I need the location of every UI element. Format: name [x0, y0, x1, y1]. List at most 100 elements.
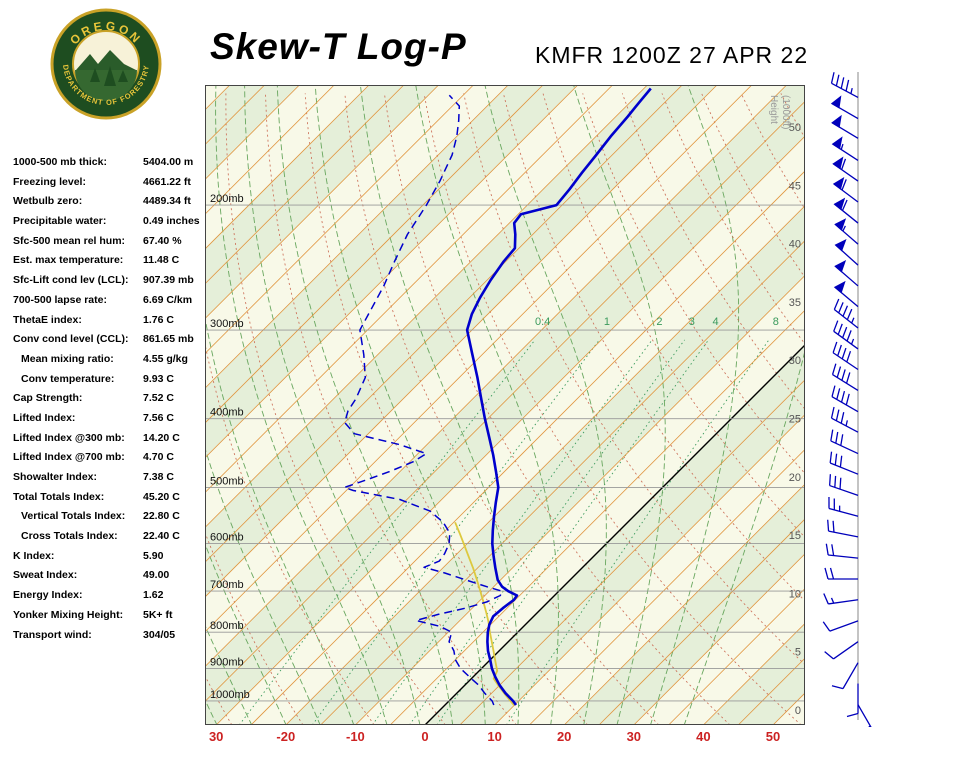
stat-row: Vertical Totals Index: 22.80 C: [13, 510, 218, 530]
stat-label: Yonker Mixing Height:: [13, 608, 124, 621]
mixing-ratio-label: 0.4: [535, 316, 550, 328]
stat-label: Showalter Index:: [13, 471, 98, 483]
stat-value: 5.90: [143, 549, 164, 562]
height-label: 35: [789, 297, 801, 309]
height-label: 30: [789, 355, 801, 367]
height-label: 15: [789, 530, 801, 542]
mixing-ratio-label: 3: [689, 316, 695, 328]
stat-row: 1000-500 mb thick: 5404.00 m: [13, 156, 218, 176]
mixing-ratio-line: [371, 339, 653, 725]
mixing-ratio-line: [311, 339, 600, 725]
isotherm-line: [205, 85, 405, 285]
dry-adiabat-line: [542, 93, 805, 539]
stat-label: Transport wind:: [13, 628, 92, 641]
wind-barb: [834, 218, 859, 245]
tree-icon: [104, 66, 116, 86]
stat-value: 1.62: [143, 589, 164, 602]
wind-barb: [832, 341, 859, 371]
stat-row: Conv cond level (CCL): 861.65 mb: [13, 333, 218, 353]
height-label: 45: [789, 180, 801, 192]
stat-value: 0.49 inches: [143, 215, 200, 228]
isotherm-line: [205, 85, 509, 389]
stat-label: ThetaE index:: [13, 313, 82, 326]
stat-value: 7.52 C: [143, 392, 174, 405]
stat-label: Sweat Index:: [13, 569, 78, 582]
isotherm-line: [320, 240, 805, 725]
page-title: Skew-T Log-P: [210, 26, 467, 67]
pressure-label: 900mb: [210, 657, 244, 669]
isotherm-line: [494, 414, 805, 725]
stat-value: 5K+ ft: [143, 608, 173, 621]
dry-adiabat-line: [661, 93, 805, 345]
temp-tick-label: 30: [626, 729, 642, 744]
stat-value: 5404.00 m: [143, 156, 194, 168]
stat-value: 861.65 mb: [143, 333, 194, 346]
pressure-label: 700mb: [210, 579, 244, 591]
stat-row: Showalter Index: 7.38 C: [13, 471, 218, 491]
wind-barb: [832, 176, 859, 203]
stat-label: 700-500 lapse rate:: [13, 293, 107, 306]
stat-label: Vertical Totals Index:: [21, 510, 126, 523]
height-label: 5: [795, 647, 801, 659]
isotherm-line: [205, 100, 805, 702]
isotherm-line: [205, 85, 335, 215]
stat-row: Conv temperature: 9.93 C: [13, 373, 218, 393]
stat-row: Est. max temperature: 11.48 C: [13, 254, 218, 274]
stat-label: Freezing level:: [13, 175, 86, 188]
stat-row: Lifted Index @300 mb: 14.20 C: [13, 432, 218, 452]
height-label: 10: [789, 588, 801, 600]
moist-adiabat-line: [573, 85, 666, 725]
stat-label: Conv cond level (CCL):: [13, 333, 129, 346]
dry-adiabat-line: [304, 93, 589, 725]
dry-adiabat-line: [582, 93, 805, 475]
wind-barb: [833, 320, 859, 350]
isotherm-line: [563, 483, 805, 725]
stat-row: Sfc-500 mean rel hum: 67.40 %: [13, 235, 218, 255]
isotherm-line: [205, 85, 544, 424]
wind-barb: [828, 497, 859, 517]
stat-label: Wetbulb zero:: [13, 195, 83, 208]
stat-row: Yonker Mixing Height: 5K+ ft: [13, 609, 218, 629]
isotherm-line: [389, 309, 805, 725]
stat-value: 1.76 C: [143, 313, 174, 326]
isotherm-line: [205, 85, 474, 354]
stat-label: K Index:: [13, 549, 55, 562]
temp-tick-label: -20: [276, 729, 296, 744]
wind-barb: [833, 298, 859, 329]
isotherm-line: [250, 170, 805, 725]
pressure-label: 1000mb: [210, 689, 250, 701]
stat-value: 22.40 C: [143, 530, 180, 543]
mixing-ratio-label: 1: [604, 316, 610, 328]
moist-adiabat-line: [205, 446, 321, 725]
stat-row: Precipitable water: 0.49 inches: [13, 215, 218, 235]
wind-barb: [824, 641, 859, 660]
stat-row: 700-500 lapse rate: 6.69 C/km: [13, 294, 218, 314]
wind-barb-column: [822, 72, 872, 727]
isotherm-line: [668, 588, 805, 725]
stat-value: 4.70 C: [143, 451, 174, 464]
pressure-label: 200mb: [210, 193, 244, 205]
wind-barb: [825, 543, 859, 559]
stat-value: 22.80 C: [143, 510, 180, 523]
height-axis-title: (1000ft): [780, 95, 791, 129]
mixing-ratio-label: 8: [773, 316, 779, 328]
pressure-label: 400mb: [210, 407, 244, 419]
wind-barb: [830, 95, 859, 120]
moist-adiabat-line: [650, 85, 740, 725]
logo-mountains: [76, 50, 136, 70]
height-label: 40: [789, 239, 801, 251]
stat-value: 4489.34 ft: [143, 195, 191, 208]
wind-barb: [834, 260, 859, 287]
stat-value: 907.39 mb: [143, 274, 194, 287]
dry-adiabat-line: [225, 93, 446, 725]
tree-icon: [90, 68, 100, 82]
wind-barb: [822, 620, 859, 632]
temp-tick-label: 40: [696, 729, 711, 744]
moist-adiabat-line: [359, 85, 520, 725]
stat-value: 14.20 C: [143, 431, 180, 444]
isotherm-line: [205, 85, 613, 494]
stat-label: Precipitable water:: [13, 215, 107, 228]
pressure-label: 800mb: [210, 620, 244, 632]
pressure-label: 600mb: [210, 532, 244, 544]
stat-row: ThetaE index: 1.76 C: [13, 314, 218, 334]
